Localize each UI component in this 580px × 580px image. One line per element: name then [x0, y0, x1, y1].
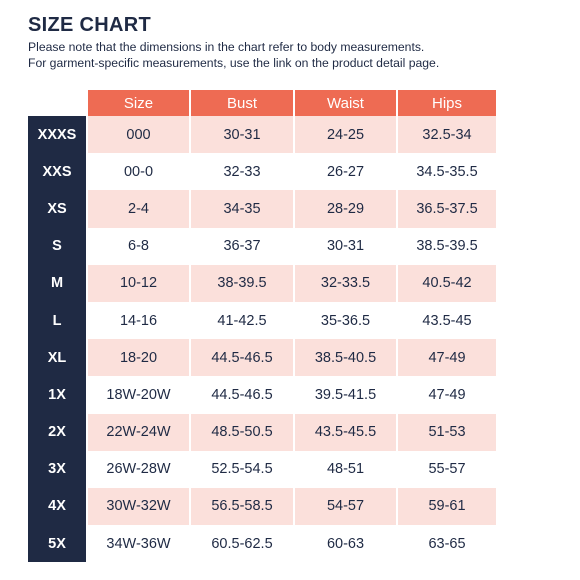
table-cell-waist: 60-63 — [293, 525, 396, 563]
column-header-waist: Waist — [293, 90, 396, 116]
table-cell-waist: 32-33.5 — [293, 264, 396, 302]
table-cell-waist: 38.5-40.5 — [293, 339, 396, 377]
table-cell-waist: 26-27 — [293, 153, 396, 191]
table-cell-size: 34W-36W — [86, 525, 189, 563]
row-label: L — [28, 301, 86, 340]
table-cell-size: 18-20 — [86, 339, 189, 377]
table-cell-size: 18W-20W — [86, 376, 189, 414]
table-cell-bust: 44.5-46.5 — [189, 339, 293, 377]
table-cell-bust: 38-39.5 — [189, 264, 293, 302]
table-cell-bust: 32-33 — [189, 153, 293, 191]
column-header-bust: Bust — [189, 90, 293, 116]
table-cell-bust: 60.5-62.5 — [189, 525, 293, 563]
row-label: XL — [28, 339, 86, 377]
column-header-hips: Hips — [396, 90, 496, 116]
table-cell-hips: 36.5-37.5 — [396, 190, 496, 228]
row-label: 2X — [28, 413, 86, 451]
table-cell-hips: 51-53 — [396, 413, 496, 451]
table-cell-bust: 44.5-46.5 — [189, 376, 293, 414]
table-cell-hips: 47-49 — [396, 376, 496, 414]
table-cell-bust: 56.5-58.5 — [189, 487, 293, 526]
table-cell-hips: 34.5-35.5 — [396, 153, 496, 191]
table-cell-hips: 43.5-45 — [396, 301, 496, 340]
table-cell-waist: 30-31 — [293, 227, 396, 265]
table-cell-waist: 43.5-45.5 — [293, 413, 396, 451]
table-cell-hips: 38.5-39.5 — [396, 227, 496, 265]
table-cell-hips: 32.5-34 — [396, 116, 496, 154]
row-label: 3X — [28, 450, 86, 488]
page-title: SIZE CHART — [28, 14, 151, 36]
table-cell-size: 6-8 — [86, 227, 189, 265]
table-cell-waist: 35-36.5 — [293, 301, 396, 340]
table-cell-hips: 63-65 — [396, 525, 496, 563]
row-label: 5X — [28, 525, 86, 563]
table-cell-size: 26W-28W — [86, 450, 189, 488]
table-cell-waist: 24-25 — [293, 116, 396, 154]
table-cell-size: 30W-32W — [86, 487, 189, 526]
table-cell-waist: 54-57 — [293, 487, 396, 526]
row-label: 4X — [28, 487, 86, 526]
note-line-2: For garment-specific measurements, use t… — [28, 56, 440, 70]
table-cell-size: 000 — [86, 116, 189, 154]
table-cell-bust: 41-42.5 — [189, 301, 293, 340]
table-cell-hips: 59-61 — [396, 487, 496, 526]
note-line-1: Please note that the dimensions in the c… — [28, 40, 425, 54]
table-cell-bust: 36-37 — [189, 227, 293, 265]
table-cell-size: 00-0 — [86, 153, 189, 191]
table-cell-size: 10-12 — [86, 264, 189, 302]
table-cell-bust: 48.5-50.5 — [189, 413, 293, 451]
column-header-size: Size — [86, 90, 189, 116]
row-label: 1X — [28, 376, 86, 414]
table-cell-bust: 52.5-54.5 — [189, 450, 293, 488]
row-label: M — [28, 264, 86, 302]
row-label: S — [28, 227, 86, 265]
table-cell-size: 22W-24W — [86, 413, 189, 451]
table-cell-hips: 47-49 — [396, 339, 496, 377]
table-cell-size: 2-4 — [86, 190, 189, 228]
row-label: XXS — [28, 153, 86, 191]
table-cell-waist: 39.5-41.5 — [293, 376, 396, 414]
table-cell-waist: 28-29 — [293, 190, 396, 228]
table-cell-hips: 40.5-42 — [396, 264, 496, 302]
row-label: XXXS — [28, 116, 86, 154]
table-cell-bust: 34-35 — [189, 190, 293, 228]
table-cell-bust: 30-31 — [189, 116, 293, 154]
row-label: XS — [28, 190, 86, 228]
table-corner — [28, 90, 86, 116]
table-cell-waist: 48-51 — [293, 450, 396, 488]
size-chart-table: Size Bust Waist Hips XXXS 000 30-31 24-25 32… — [28, 90, 496, 563]
table-cell-size: 14-16 — [86, 301, 189, 340]
table-cell-hips: 55-57 — [396, 450, 496, 488]
